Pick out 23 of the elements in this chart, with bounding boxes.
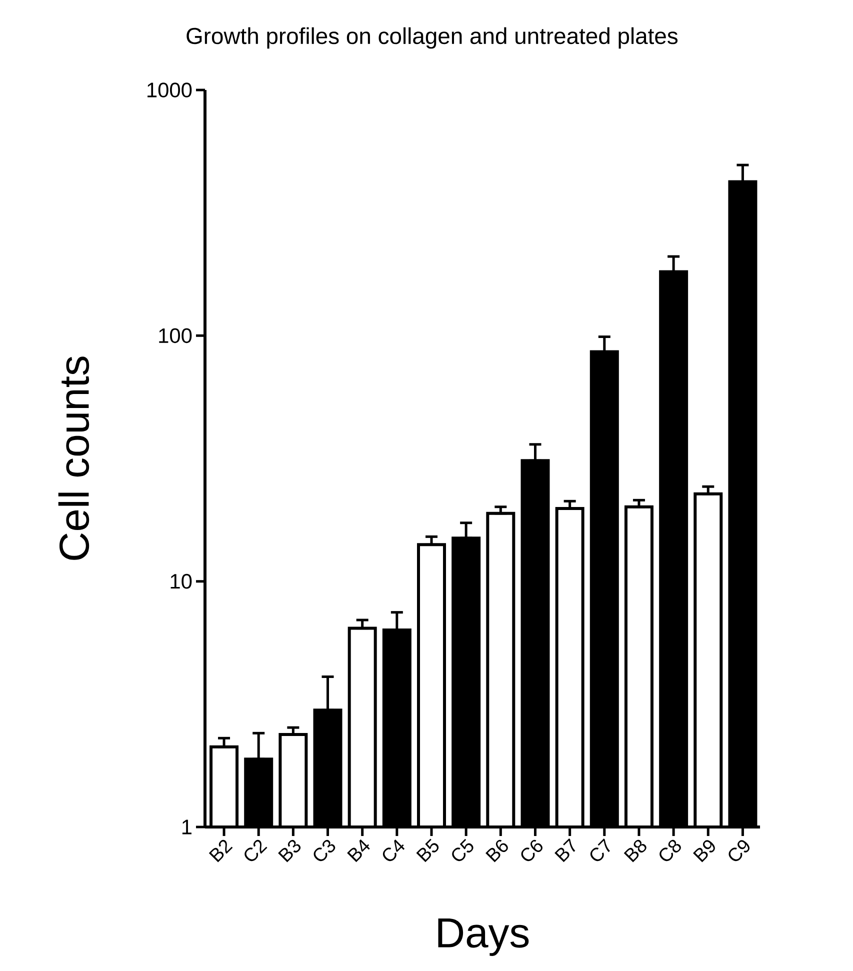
x-tick-label: C8 [660,840,681,862]
x-tick-label: B4 [347,839,370,862]
x-tick-label: C5 [452,838,474,862]
x-tick-label: C2 [244,840,268,862]
x-tick-label: C4 [382,840,405,862]
x-tick-label: C3 [314,840,336,862]
x-tick-label: B7 [554,838,576,862]
x-tick-label: B6 [486,840,508,862]
x-tick-label: C9 [728,840,750,862]
x-tick-label: C6 [521,840,542,862]
x-tick-label: B5 [416,838,439,862]
x-tick-label: C7 [590,838,610,862]
chart-title: Growth profiles on collagen and untreated plates [186,27,678,49]
y-axis-title: Cell counts [58,356,90,560]
y-tick-label: 1 [182,820,192,834]
y-tick-label: 10 [170,574,192,589]
x-tick-label: B3 [278,840,301,862]
x-tick-label: B8 [624,840,646,862]
x-tick-label: B2 [208,840,233,862]
x-tick-label: B9 [693,840,715,862]
x-axis-title: Days [438,918,529,956]
y-tick-label: 100 [159,328,192,344]
y-tick-label: 1000 [148,82,192,98]
